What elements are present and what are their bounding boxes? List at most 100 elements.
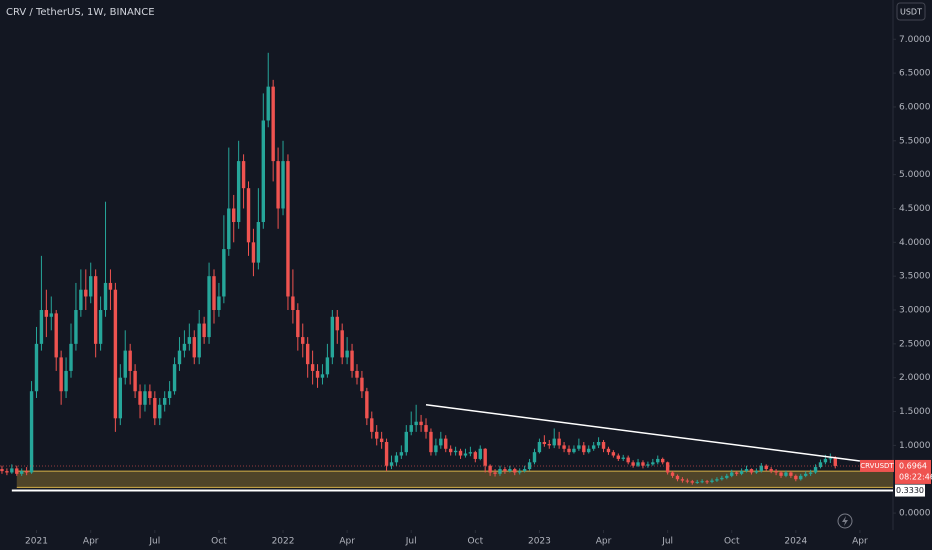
candle-body xyxy=(444,438,448,449)
candle-body xyxy=(389,462,394,466)
candle-body xyxy=(828,458,833,460)
candle-body xyxy=(320,374,325,378)
candle-body xyxy=(404,431,408,453)
candle-body xyxy=(236,161,241,223)
candle-body xyxy=(335,316,339,331)
candle-body xyxy=(24,471,29,473)
currency-button-label[interactable]: USDT xyxy=(900,8,922,17)
candle-body xyxy=(286,161,290,297)
candle-body xyxy=(473,452,478,459)
candle-body xyxy=(251,242,256,263)
candle-body xyxy=(182,343,187,351)
y-tick-label: 2.5000 xyxy=(899,339,931,349)
candle-body xyxy=(513,469,517,473)
candle-body xyxy=(394,455,399,463)
candle-body xyxy=(340,330,344,358)
candle-body xyxy=(498,469,502,474)
y-tick-label: 1.0000 xyxy=(899,441,931,451)
last-price-box xyxy=(895,459,931,484)
x-tick-label: Jul xyxy=(661,537,673,547)
candle-body xyxy=(192,337,196,358)
candle-body xyxy=(266,86,270,121)
x-tick-label: 2022 xyxy=(272,537,295,547)
candle-body xyxy=(739,471,744,474)
candle-body xyxy=(162,398,167,405)
candle-body xyxy=(424,425,428,432)
candle-body xyxy=(138,391,142,405)
candle-body xyxy=(656,458,660,463)
candle-body xyxy=(522,469,527,472)
candle-body xyxy=(636,462,640,466)
candle-body xyxy=(93,276,98,344)
candle-body xyxy=(572,448,576,453)
candle-body xyxy=(133,370,137,392)
candle-body xyxy=(305,343,310,365)
candle-body xyxy=(715,479,719,481)
candle-body xyxy=(310,364,315,371)
currency-button[interactable] xyxy=(896,2,926,21)
candle-body xyxy=(518,471,522,473)
candle-body xyxy=(646,464,650,466)
candle-body xyxy=(301,337,305,344)
lightning-icon[interactable] xyxy=(837,513,853,529)
candle-body xyxy=(641,462,645,466)
x-tick-label: Jul xyxy=(148,537,160,547)
candle-body xyxy=(833,458,837,466)
candle-body xyxy=(503,469,507,472)
candle-body xyxy=(108,282,113,290)
candle-body xyxy=(370,418,374,432)
candle-body xyxy=(808,472,813,474)
candle-body xyxy=(34,343,39,392)
candle-body xyxy=(118,377,123,419)
support-label: 0.3330 xyxy=(896,486,924,495)
y-tick-label: 6.0000 xyxy=(899,102,931,112)
candle-body xyxy=(759,465,764,472)
candle-body xyxy=(271,86,275,162)
candle-body xyxy=(365,391,369,419)
candle-body xyxy=(651,462,655,465)
candle-body xyxy=(158,404,162,419)
candle-body xyxy=(379,438,384,443)
candle-body xyxy=(19,471,24,474)
candle-body xyxy=(789,472,793,476)
candle-body xyxy=(764,465,768,470)
candle-body xyxy=(621,457,625,459)
candle-body xyxy=(113,289,118,419)
candle-body xyxy=(794,475,798,480)
x-tick-label: 2021 xyxy=(25,537,48,547)
candle-body xyxy=(399,452,404,456)
candle-body xyxy=(478,448,482,459)
candle-body xyxy=(79,289,83,311)
candle-body xyxy=(542,442,547,445)
candle-body xyxy=(725,475,729,478)
candle-body xyxy=(177,350,182,365)
candle-body xyxy=(10,468,14,473)
candle-body xyxy=(232,208,236,223)
candle-body xyxy=(823,458,828,463)
candle-body xyxy=(448,448,453,453)
candle-body xyxy=(582,445,586,453)
y-tick-label: 1.5000 xyxy=(899,407,931,417)
candle-body xyxy=(281,161,285,209)
support-label-box xyxy=(895,484,925,497)
candle-body xyxy=(153,398,157,419)
candle-body xyxy=(59,357,63,392)
candle-body xyxy=(44,310,49,317)
candle-body xyxy=(217,296,221,311)
candle-body xyxy=(690,481,694,483)
candle-body xyxy=(276,161,280,209)
y-tick-label: 4.5000 xyxy=(899,204,931,214)
candle-body xyxy=(670,472,675,476)
candle-body xyxy=(468,452,473,454)
candle-body xyxy=(537,442,542,453)
candle-body xyxy=(409,425,413,432)
candle-body xyxy=(434,445,438,453)
candle-body xyxy=(626,457,630,463)
candle-body xyxy=(774,471,778,473)
support-zone xyxy=(16,471,894,488)
candle-body xyxy=(803,473,808,476)
candle-body xyxy=(222,249,226,297)
candle-body xyxy=(606,448,611,453)
candle-body xyxy=(439,438,443,446)
